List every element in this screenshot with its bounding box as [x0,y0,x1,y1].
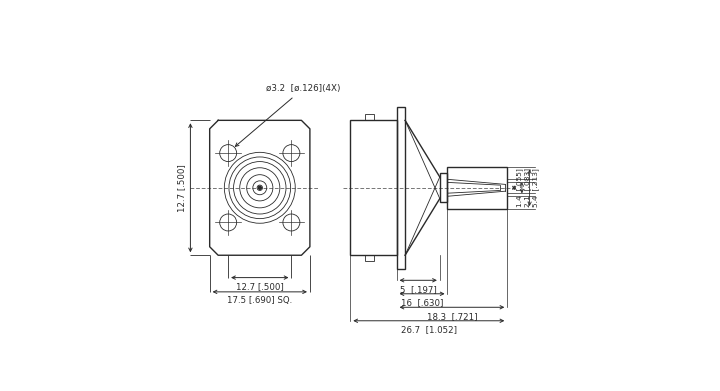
Circle shape [258,186,261,189]
Text: 2.1  [.083]: 2.1 [.083] [524,168,531,207]
Text: 16  [.630]: 16 [.630] [401,298,444,307]
Bar [448,167,507,209]
Text: 17.5 [.690] SQ.: 17.5 [.690] SQ. [227,296,292,305]
Bar [397,107,405,269]
Text: 1.4  [.055]: 1.4 [.055] [516,169,523,207]
Text: 18.3  [.721]: 18.3 [.721] [427,312,477,321]
Bar [365,255,374,262]
Text: ø3.2  [ø.126](4X): ø3.2 [ø.126](4X) [235,84,340,146]
Bar [440,173,448,203]
Text: 12.7 [.500]: 12.7 [.500] [236,282,284,291]
Bar [365,114,374,120]
Text: 26.7  [1.052]: 26.7 [1.052] [401,325,456,334]
Text: 5.4  [.213]: 5.4 [.213] [532,169,539,207]
Text: 5  [.197]: 5 [.197] [400,285,436,294]
Text: 12.7 [.500]: 12.7 [.500] [178,164,186,212]
Bar [351,120,397,255]
